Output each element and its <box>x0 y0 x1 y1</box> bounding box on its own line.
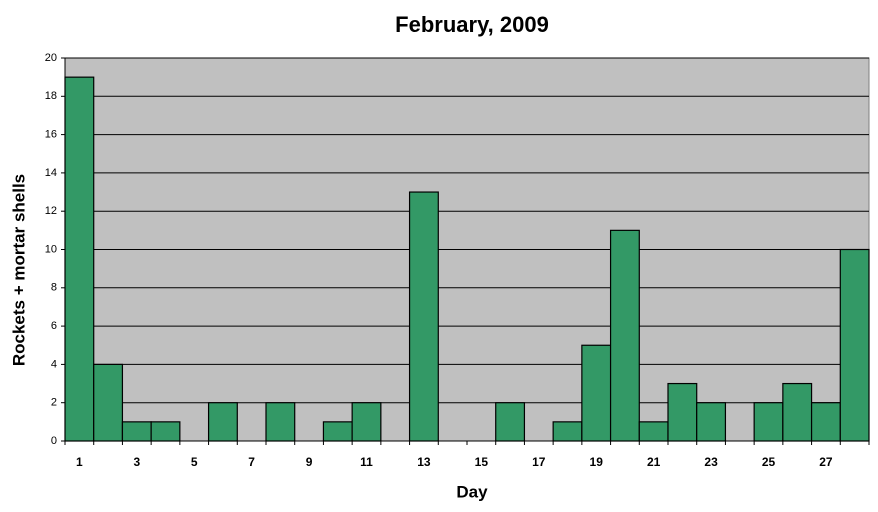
bar <box>696 402 727 442</box>
bar <box>93 363 124 442</box>
x-tick-label: 1 <box>76 455 83 469</box>
x-tick-label: 17 <box>532 455 546 469</box>
y-tick-label: 14 <box>45 167 57 179</box>
bar <box>207 402 238 442</box>
x-tick-label: 3 <box>133 455 140 469</box>
x-tick-label: 9 <box>306 455 313 469</box>
bar <box>265 402 296 442</box>
y-tick-label: 20 <box>45 52 57 64</box>
bar <box>150 421 181 442</box>
y-tick-label: 18 <box>45 90 57 102</box>
y-tick-label: 8 <box>51 282 57 294</box>
bar <box>782 382 813 442</box>
x-tick-label: 11 <box>360 455 373 469</box>
bar <box>810 402 841 442</box>
x-tick-label: 27 <box>819 455 833 469</box>
x-tick-label: 25 <box>762 455 776 469</box>
y-tick-label: 10 <box>45 243 57 255</box>
bar <box>64 76 95 442</box>
bar <box>753 402 784 442</box>
y-tick-label: 0 <box>51 435 57 447</box>
bar <box>638 421 669 442</box>
y-axis-label: Rockets + mortar shells <box>9 174 28 366</box>
bar <box>495 402 526 442</box>
y-tick-label: 6 <box>51 320 57 332</box>
x-tick-label: 13 <box>417 455 431 469</box>
y-tick-label: 2 <box>51 397 57 409</box>
chart-title: February, 2009 <box>395 12 549 37</box>
x-tick-label: 7 <box>248 455 255 469</box>
bar <box>552 421 583 442</box>
x-tick-label: 21 <box>647 455 661 469</box>
x-tick-label: 15 <box>475 455 489 469</box>
y-tick-label: 4 <box>51 358 57 370</box>
y-tick-label: 12 <box>45 205 57 217</box>
bar <box>322 421 353 442</box>
x-tick-label: 19 <box>590 455 604 469</box>
y-tick-label: 16 <box>45 129 57 141</box>
x-tick-label: 5 <box>191 455 198 469</box>
bar <box>408 191 439 442</box>
bar <box>609 229 640 442</box>
bar <box>581 344 612 442</box>
bar <box>839 248 870 442</box>
x-tick-label: 23 <box>704 455 718 469</box>
bar <box>121 421 152 442</box>
bar <box>667 382 698 442</box>
x-axis-label: Day <box>456 482 488 501</box>
bar <box>351 402 382 442</box>
